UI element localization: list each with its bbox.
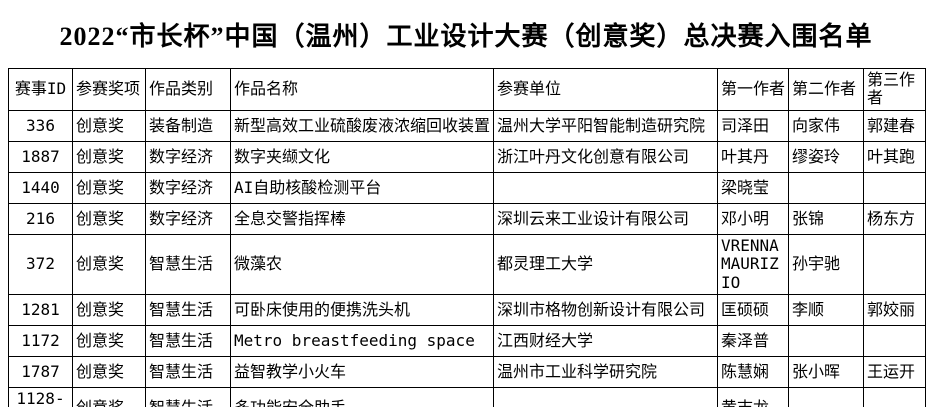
table-cell: 陈慧娴 [717,355,789,388]
table-cell: 智慧生活 [145,386,231,407]
table-cell: 1281 [8,293,73,326]
table-cell [788,171,864,204]
table-cell [493,171,718,204]
table-cell: 都灵理工大学 [493,233,718,295]
table-cell: Metro breastfeeding space [230,324,494,357]
table-cell: 孙宇驰 [788,233,864,295]
table-cell: 新型高效工业硫酸废液浓缩回收装置 [230,109,494,142]
table-cell: 浙江叶丹文化创意有限公司 [493,140,718,173]
header-cell: 作品名称 [230,68,494,111]
table-cell: 创意奖 [72,293,146,326]
table-cell: 郭姣丽 [863,293,926,326]
table-row: 1440 创意奖 数字经济 AI自助核酸检测平台 梁晓莹 [8,171,926,204]
table-cell [863,386,926,407]
table-cell: 深圳市格物创新设计有限公司 [493,293,718,326]
table-cell: 1887 [8,140,73,173]
table-cell: 数字经济 [145,202,231,235]
table-cell: 创意奖 [72,171,146,204]
table-cell: 数字夹缬文化 [230,140,494,173]
table-cell: 张锦 [788,202,864,235]
header-cell: 赛事ID [8,68,73,111]
table-cell: 智慧生活 [145,233,231,295]
table-header: 赛事ID 参赛奖项 作品类别 作品名称 参赛单位 第一作者 第二作者 第三作者 [8,68,926,111]
table-cell: 智慧生活 [145,293,231,326]
table-cell: 李顺 [788,293,864,326]
table-cell: 智慧生活 [145,355,231,388]
header-cell: 参赛奖项 [72,68,146,111]
table-cell: 216 [8,202,73,235]
table-row: 372 创意奖 智慧生活 微藻农 都灵理工大学 VRENNA MAURIZIO 孙宇驰 [8,233,926,295]
table-cell [863,171,926,204]
table-cell: AI自助核酸检测平台 [230,171,494,204]
table-cell [493,386,718,407]
page-title: 2022“市长杯”中国（温州）工业设计大赛（创意奖）总决赛入围名单 [59,21,873,51]
table-cell: 匡硕硕 [717,293,789,326]
header-cell: 第三作者 [863,68,926,111]
table-cell: 1172 [8,324,73,357]
table-cell: 创意奖 [72,324,146,357]
table-cell: 全息交警指挥棒 [230,202,494,235]
table-cell: 叶其丹 [717,140,789,173]
table-cell [863,233,926,295]
table-cell: VRENNA MAURIZIO [717,233,789,295]
table-row: 1787 创意奖 智慧生活 益智教学小火车 温州市工业科学研究院 陈慧娴 张小晖 王运开 [8,355,926,388]
table-cell: 数字经济 [145,171,231,204]
table-cell [788,386,864,407]
table-row: 216 创意奖 数字经济 全息交警指挥棒 深圳云来工业设计有限公司 邓小明 张锦 杨东方 [8,202,926,235]
header-row: 赛事ID 参赛奖项 作品类别 作品名称 参赛单位 第一作者 第二作者 第三作者 [8,68,926,111]
table-cell: 梁晓莹 [717,171,789,204]
table-cell: 创意奖 [72,109,146,142]
table-cell: 张小晖 [788,355,864,388]
table-cell: 司泽田 [717,109,789,142]
table-cell: 1787 [8,355,73,388]
table-cell: 装备制造 [145,109,231,142]
header-cell: 参赛单位 [493,68,718,111]
table-cell: 缪姿玲 [788,140,864,173]
header-cell: 第二作者 [788,68,864,111]
table-cell: 向家伟 [788,109,864,142]
table-row: 1887 创意奖 数字经济 数字夹缬文化 浙江叶丹文化创意有限公司 叶其丹 缪姿玲 叶其跑 [8,140,926,173]
table-cell: 可卧床使用的便携洗头机 [230,293,494,326]
table-row: 1128-2创意奖智慧生活多功能安全助手 黄志龙 [8,386,926,407]
table-cell: 叶其跑 [863,140,926,173]
table-cell: 深圳云来工业设计有限公司 [493,202,718,235]
table-cell: 益智教学小火车 [230,355,494,388]
table-cell: 数字经济 [145,140,231,173]
table-row: 1172 创意奖 智慧生活 Metro breastfeeding space 江西财经… [8,324,926,357]
table-cell: 1128-2 [8,386,73,407]
table-cell: 王运开 [863,355,926,388]
table-cell [863,324,926,357]
table-row: 336 创意奖 装备制造 新型高效工业硫酸废液浓缩回收装置 温州大学平阳智能制造研究院司… [8,109,926,142]
entries-table: 赛事ID 参赛奖项 作品类别 作品名称 参赛单位 第一作者 第二作者 第三作者 336 创意奖装… [8,68,926,407]
table-cell: 黄志龙 [717,386,789,407]
table-cell: 微藻农 [230,233,494,295]
header-cell: 作品类别 [145,68,231,111]
table-cell: 创意奖 [72,140,146,173]
table-cell: 邓小明 [717,202,789,235]
table-cell: 创意奖 [72,233,146,295]
table-cell [788,324,864,357]
table-cell: 秦泽普 [717,324,789,357]
table-cell: 江西财经大学 [493,324,718,357]
table-cell: 1440 [8,171,73,204]
table-cell: 智慧生活 [145,324,231,357]
table-cell: 温州大学平阳智能制造研究院 [493,109,718,142]
table-row: 1281 创意奖 智慧生活 可卧床使用的便携洗头机 深圳市格物创新设计有限公司 匡硕硕 李顺… [8,293,926,326]
header-cell: 第一作者 [717,68,789,111]
table-cell: 创意奖 [72,355,146,388]
table-cell: 372 [8,233,73,295]
table-cell: 创意奖 [72,202,146,235]
table-cell: 杨东方 [863,202,926,235]
table-cell: 创意奖 [72,386,146,407]
title-bar: 2022“市长杯”中国（温州）工业设计大赛（创意奖）总决赛入围名单 [0,0,932,68]
table-cell: 多功能安全助手 [230,386,494,407]
table-cell: 温州市工业科学研究院 [493,355,718,388]
table-body: 336 创意奖 装备制造 新型高效工业硫酸废液浓缩回收装置 温州大学平阳智能制造研究院司… [8,109,926,407]
table-cell: 郭建春 [863,109,926,142]
table-cell: 336 [8,109,73,142]
